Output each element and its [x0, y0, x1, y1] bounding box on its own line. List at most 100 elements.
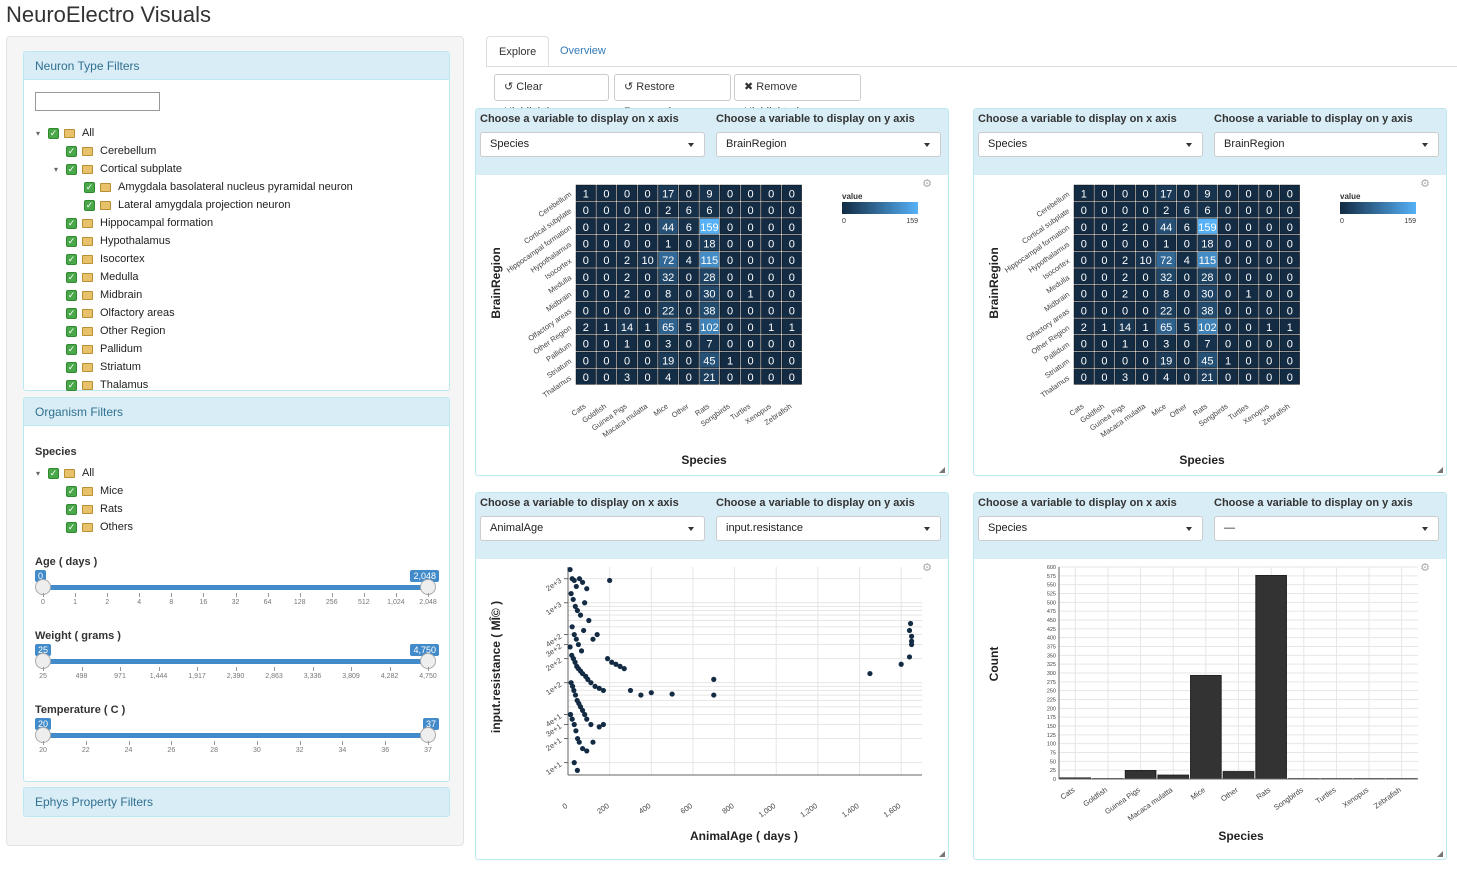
heatmap-cell-label: 0 — [1225, 222, 1231, 234]
heatmap-cell — [575, 351, 596, 368]
checkbox[interactable]: ✓ — [66, 289, 77, 301]
tree-item[interactable]: ✓ Striatum — [54, 358, 141, 376]
resize-handle[interactable] — [1437, 851, 1443, 857]
tree-item[interactable]: ✓ Thalamus — [54, 376, 148, 394]
y-axis-select[interactable]: BrainRegion — [1214, 132, 1439, 157]
tree-item[interactable]: ✓ Midbrain — [54, 286, 142, 304]
checkbox[interactable]: ✓ — [66, 485, 77, 497]
x-axis-select[interactable]: AnimalAge — [480, 516, 705, 541]
tree-item[interactable]: ✓ Olfactory areas — [54, 304, 175, 322]
tab-explore[interactable]: Explore — [486, 36, 550, 67]
tree-item[interactable]: ▾ ✓ All — [36, 464, 94, 482]
y-axis-select[interactable]: input.resistance — [716, 516, 941, 541]
chevron-down-icon — [1186, 143, 1192, 147]
checkbox[interactable]: ✓ — [66, 343, 77, 355]
tree-item[interactable]: ✓ Isocortex — [54, 250, 145, 268]
heatmap-chart[interactable]: 1 0 0 0 17 0 9 0 0 0 00 0 0 0 2 6 6 0 0 0 00 0 2 0 44 6 159 0 0 0 00 0 0… — [974, 175, 1446, 475]
organism-panel-title[interactable]: Organism Filters — [24, 398, 449, 426]
expand-toggle-icon[interactable]: ▾ — [54, 164, 59, 174]
heatmap-cell — [596, 301, 617, 318]
checkbox[interactable]: ✓ — [48, 467, 59, 479]
checkbox[interactable]: ✓ — [66, 163, 77, 175]
x-axis-select[interactable]: Species — [978, 516, 1203, 541]
heatmap-chart[interactable]: 1 0 0 0 17 0 9 0 0 0 00 0 0 0 2 6 6 0 0 0 00 0 2 0 44 6 159 0 0 0 00 0 0… — [476, 175, 948, 475]
resize-handle[interactable] — [1437, 467, 1443, 473]
resize-handle[interactable] — [939, 467, 945, 473]
heatmap-cell — [1217, 318, 1238, 335]
bar-chart[interactable]: 0 25 50 75 100 125 150 175 200 225 250 275 300 325 350… — [974, 559, 1446, 859]
clear-highlighting-button[interactable]: ↺ Clear Highlighting — [494, 74, 609, 118]
checkbox[interactable]: ✓ — [66, 253, 77, 265]
tree-item[interactable]: ✓ Hypothalamus — [54, 232, 170, 250]
ephys-panel-title[interactable]: Ephys Property Filters — [24, 788, 449, 816]
checkbox[interactable]: ✓ — [48, 127, 59, 139]
x-tick-label: Songbirds — [1272, 785, 1305, 812]
slider-tick-label: 34 — [338, 747, 347, 754]
slider-tick-label: 30 — [252, 747, 261, 754]
tree-item[interactable]: ✓ Pallidum — [54, 340, 142, 358]
temperature-slider-track[interactable] — [42, 733, 428, 738]
slider-tick-label: 971 — [114, 673, 126, 680]
slider-tick-mark — [158, 667, 160, 671]
heatmap-cell-label: 10 — [1139, 255, 1151, 267]
heatmap-cell-label: 1 — [1081, 188, 1087, 200]
tree-item[interactable]: ✓ Medulla — [54, 268, 139, 286]
tab-overview[interactable]: Overview — [560, 45, 606, 57]
tree-item[interactable]: ✓ Mice — [54, 482, 123, 500]
tree-item[interactable]: ▾ ✓ All — [36, 124, 94, 142]
heatmap-cell-label: 4 — [1184, 255, 1190, 267]
gear-icon[interactable]: ⚙ — [922, 562, 932, 574]
heatmap-cell — [1259, 234, 1280, 251]
heatmap-cell-label: 0 — [727, 238, 733, 250]
gear-icon[interactable]: ⚙ — [1420, 178, 1430, 190]
tree-item[interactable]: ✓ Hippocampal formation — [54, 214, 213, 232]
checkbox[interactable]: ✓ — [66, 503, 77, 515]
folder-icon — [100, 182, 111, 192]
resize-handle[interactable] — [939, 851, 945, 857]
checkbox[interactable]: ✓ — [66, 307, 77, 319]
heatmap-cell-label: 2 — [624, 222, 630, 234]
heatmap-cell-label: 0 — [1081, 272, 1087, 284]
tree-item[interactable]: ✓ Others — [54, 518, 133, 536]
checkbox[interactable]: ✓ — [66, 361, 77, 373]
expand-toggle-icon[interactable]: ▾ — [36, 128, 41, 138]
tree-item[interactable]: ✓ Other Region — [54, 322, 165, 340]
scatter-point — [609, 659, 615, 665]
checkbox[interactable]: ✓ — [66, 379, 77, 391]
gear-icon[interactable]: ⚙ — [922, 178, 932, 190]
tree-item[interactable]: ✓ Lateral amygdala projection neuron — [72, 196, 290, 214]
checkbox[interactable]: ✓ — [66, 271, 77, 283]
checkbox[interactable]: ✓ — [66, 235, 77, 247]
remove-highlighted-button[interactable]: ✖ Remove Highlighted — [734, 74, 861, 118]
checkbox[interactable]: ✓ — [66, 325, 77, 337]
checkbox[interactable]: ✓ — [66, 145, 77, 157]
tree-item[interactable]: ✓ Rats — [54, 500, 123, 518]
heatmap-cell-label: 0 — [1225, 255, 1231, 267]
age-slider-min-value: 0 — [35, 570, 47, 582]
tree-item[interactable]: ✓ Amygdala basolateral nucleus pyramidal … — [72, 178, 353, 196]
checkbox[interactable]: ✓ — [84, 199, 95, 211]
heatmap-cell — [575, 335, 596, 352]
neuron-search-input[interactable] — [35, 92, 160, 111]
heatmap-cell-label: 28 — [1201, 272, 1213, 284]
x-tick-label: 1,000 — [757, 801, 778, 819]
gear-icon[interactable]: ⚙ — [1420, 562, 1430, 574]
x-axis-select[interactable]: Species — [480, 132, 705, 157]
y-axis-select[interactable]: BrainRegion — [716, 132, 941, 157]
neuron-type-panel-title[interactable]: Neuron Type Filters — [24, 52, 449, 80]
expand-toggle-icon[interactable]: ▾ — [36, 468, 41, 478]
scatter-chart[interactable]: 0 200 400 600 800 1,000 1,200 1,400 1,600 1e+1 2e+… — [476, 559, 948, 859]
checkbox[interactable]: ✓ — [84, 181, 95, 193]
scatter-point — [568, 591, 574, 597]
tree-item[interactable]: ✓ Cerebellum — [54, 142, 156, 160]
age-slider-track[interactable] — [42, 585, 428, 590]
tree-item[interactable]: ▾ ✓ Cortical subplate — [54, 160, 182, 178]
x-axis-select[interactable]: Species — [978, 132, 1203, 157]
weight-slider-track[interactable] — [42, 659, 428, 664]
heatmap-cell-label: 0 — [1184, 305, 1190, 317]
checkbox[interactable]: ✓ — [66, 217, 77, 229]
checkbox[interactable]: ✓ — [66, 521, 77, 533]
y-axis-select[interactable]: — — [1214, 516, 1439, 541]
restore-removed-button[interactable]: ↺ Restore Removed — [614, 74, 731, 118]
folder-icon — [82, 380, 93, 390]
